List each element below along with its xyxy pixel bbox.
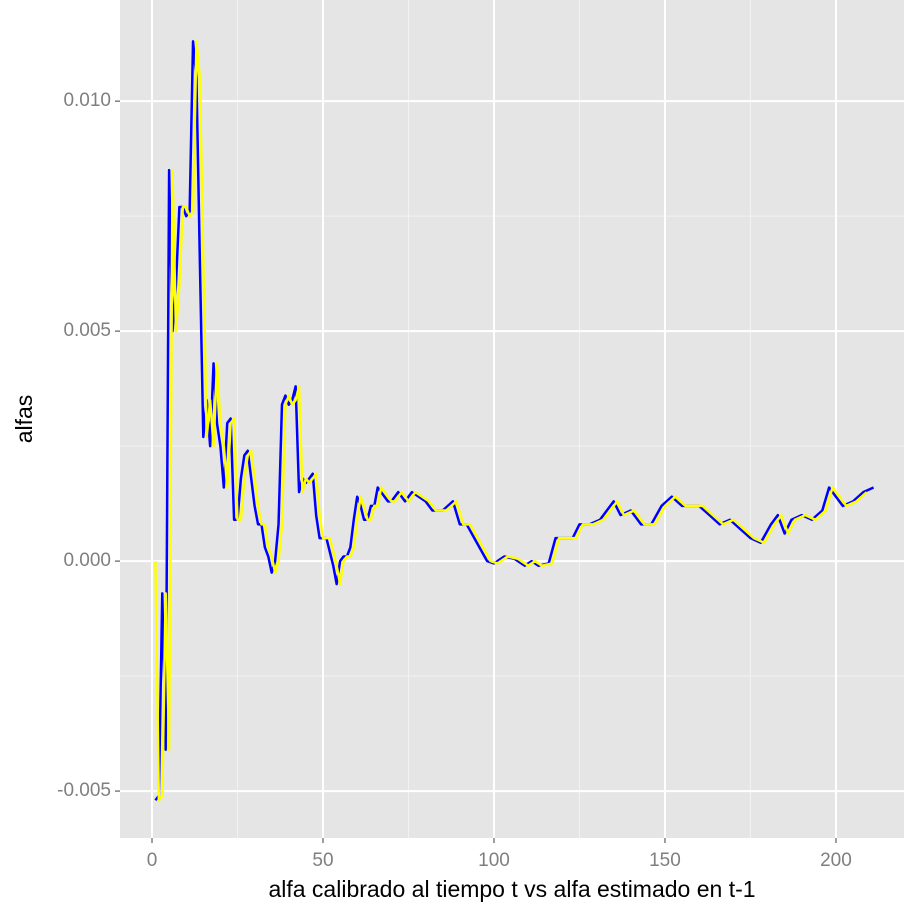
y-tick-label: -0.005 xyxy=(57,780,111,801)
y-tick-label: 0.005 xyxy=(63,320,111,341)
plot-panel xyxy=(120,0,904,838)
line-series xyxy=(154,40,868,802)
x-tick-label: 0 xyxy=(147,850,158,871)
y-tick-label: 0.000 xyxy=(63,550,111,571)
x-tick-label: 200 xyxy=(820,850,852,871)
x-axis-title: alfa calibrado al tiempo t vs alfa estim… xyxy=(268,876,755,902)
y-tick-label: 0.010 xyxy=(63,90,111,111)
x-tick-label: 50 xyxy=(312,850,333,871)
x-tick-label: 100 xyxy=(478,850,510,871)
x-tick-label: 150 xyxy=(649,850,681,871)
y-axis-title: alfas xyxy=(11,395,37,444)
